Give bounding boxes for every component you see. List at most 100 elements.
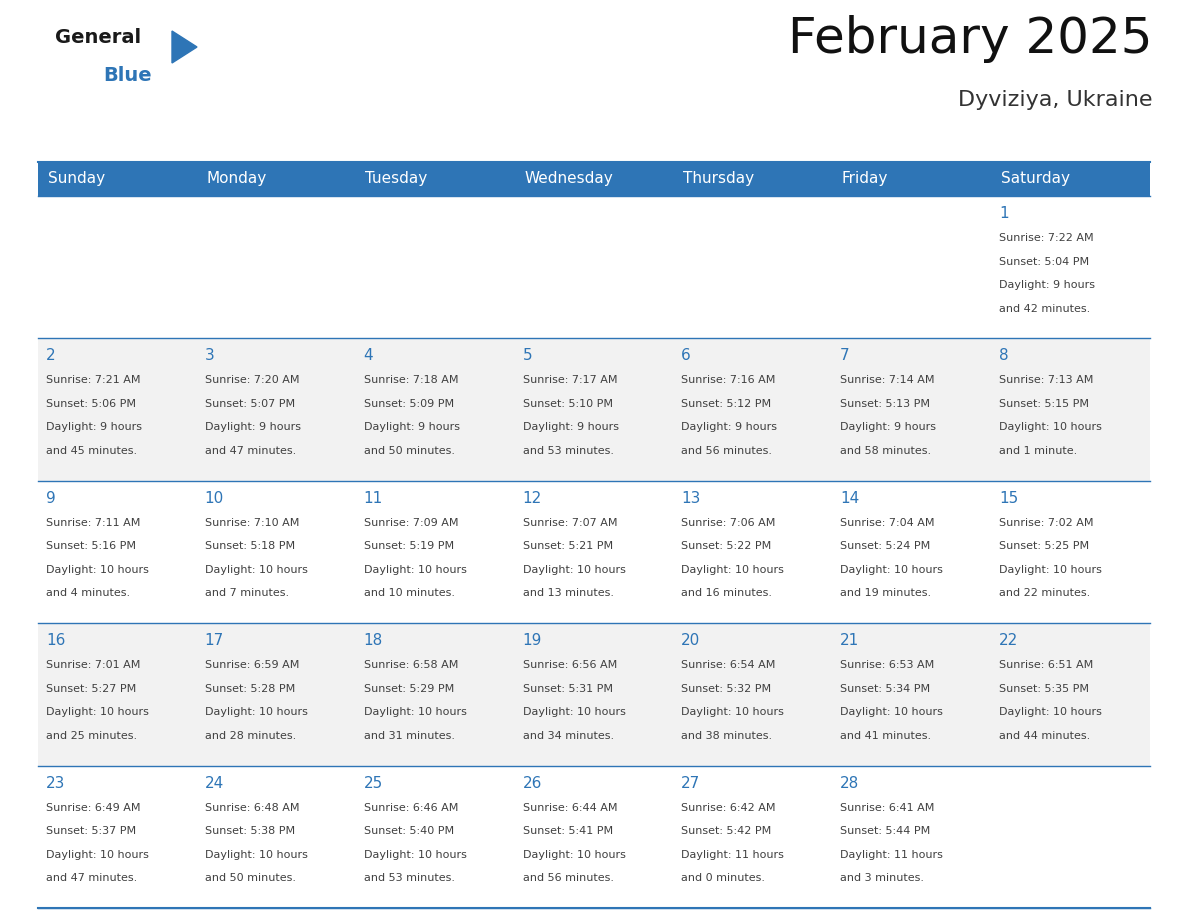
Text: 20: 20: [682, 633, 701, 648]
Bar: [833, 481, 991, 623]
Text: Sunset: 5:37 PM: Sunset: 5:37 PM: [46, 826, 137, 836]
Bar: [674, 766, 833, 908]
Bar: [355, 339, 514, 481]
Text: and 4 minutes.: and 4 minutes.: [46, 588, 129, 599]
Text: and 56 minutes.: and 56 minutes.: [682, 446, 772, 456]
Text: and 10 minutes.: and 10 minutes.: [364, 588, 455, 599]
Text: Sunset: 5:07 PM: Sunset: 5:07 PM: [204, 399, 295, 409]
Text: 9: 9: [46, 491, 56, 506]
Text: Daylight: 10 hours: Daylight: 10 hours: [999, 565, 1102, 575]
Bar: [355, 481, 514, 623]
Bar: [514, 481, 674, 623]
Text: 18: 18: [364, 633, 383, 648]
Text: 17: 17: [204, 633, 225, 648]
Text: Sunset: 5:16 PM: Sunset: 5:16 PM: [46, 542, 135, 552]
Bar: [38, 481, 197, 623]
Text: 24: 24: [204, 776, 225, 790]
Bar: [197, 481, 355, 623]
Text: Sunset: 5:10 PM: Sunset: 5:10 PM: [523, 399, 613, 409]
Text: Sunset: 5:35 PM: Sunset: 5:35 PM: [999, 684, 1089, 694]
Bar: [514, 623, 674, 766]
Text: Sunset: 5:25 PM: Sunset: 5:25 PM: [999, 542, 1089, 552]
Text: Sunrise: 7:09 AM: Sunrise: 7:09 AM: [364, 518, 459, 528]
Text: Sunset: 5:18 PM: Sunset: 5:18 PM: [204, 542, 295, 552]
Text: Sunset: 5:31 PM: Sunset: 5:31 PM: [523, 684, 613, 694]
Text: and 44 minutes.: and 44 minutes.: [999, 731, 1091, 741]
Text: Sunrise: 7:16 AM: Sunrise: 7:16 AM: [682, 375, 776, 386]
Text: 22: 22: [999, 633, 1018, 648]
Text: Sunrise: 6:58 AM: Sunrise: 6:58 AM: [364, 660, 459, 670]
Text: and 53 minutes.: and 53 minutes.: [364, 873, 455, 883]
Text: Friday: Friday: [842, 172, 889, 186]
Text: and 22 minutes.: and 22 minutes.: [999, 588, 1091, 599]
Bar: [38, 339, 197, 481]
Text: Sunrise: 7:02 AM: Sunrise: 7:02 AM: [999, 518, 1094, 528]
Text: and 0 minutes.: and 0 minutes.: [682, 873, 765, 883]
Text: Sunset: 5:24 PM: Sunset: 5:24 PM: [840, 542, 930, 552]
Text: Daylight: 10 hours: Daylight: 10 hours: [840, 707, 943, 717]
Text: Sunrise: 6:41 AM: Sunrise: 6:41 AM: [840, 802, 935, 812]
Text: 2: 2: [46, 348, 56, 364]
Text: Wednesday: Wednesday: [524, 172, 613, 186]
Text: and 16 minutes.: and 16 minutes.: [682, 588, 772, 599]
Bar: [674, 162, 833, 196]
Bar: [991, 481, 1150, 623]
Text: 25: 25: [364, 776, 383, 790]
Text: Sunset: 5:04 PM: Sunset: 5:04 PM: [999, 256, 1089, 266]
Text: Daylight: 10 hours: Daylight: 10 hours: [364, 850, 467, 859]
Bar: [991, 766, 1150, 908]
Text: and 1 minute.: and 1 minute.: [999, 446, 1078, 456]
Bar: [38, 162, 197, 196]
Text: Daylight: 10 hours: Daylight: 10 hours: [204, 707, 308, 717]
Text: and 19 minutes.: and 19 minutes.: [840, 588, 931, 599]
Text: Sunrise: 6:56 AM: Sunrise: 6:56 AM: [523, 660, 617, 670]
Text: Daylight: 10 hours: Daylight: 10 hours: [204, 565, 308, 575]
Text: 12: 12: [523, 491, 542, 506]
Text: Sunrise: 7:18 AM: Sunrise: 7:18 AM: [364, 375, 459, 386]
Text: Saturday: Saturday: [1000, 172, 1069, 186]
Text: 15: 15: [999, 491, 1018, 506]
Text: Daylight: 10 hours: Daylight: 10 hours: [204, 850, 308, 859]
Text: and 47 minutes.: and 47 minutes.: [46, 873, 137, 883]
Text: and 56 minutes.: and 56 minutes.: [523, 873, 613, 883]
Text: and 7 minutes.: and 7 minutes.: [204, 588, 289, 599]
Bar: [197, 339, 355, 481]
Text: Sunrise: 7:10 AM: Sunrise: 7:10 AM: [204, 518, 299, 528]
Text: and 45 minutes.: and 45 minutes.: [46, 446, 137, 456]
Bar: [991, 162, 1150, 196]
Text: 26: 26: [523, 776, 542, 790]
Bar: [833, 623, 991, 766]
Text: 1: 1: [999, 206, 1009, 221]
Text: Sunset: 5:06 PM: Sunset: 5:06 PM: [46, 399, 135, 409]
Text: 16: 16: [46, 633, 65, 648]
Text: Sunset: 5:40 PM: Sunset: 5:40 PM: [364, 826, 454, 836]
Bar: [197, 623, 355, 766]
Bar: [355, 162, 514, 196]
Text: 19: 19: [523, 633, 542, 648]
Text: Sunrise: 6:54 AM: Sunrise: 6:54 AM: [682, 660, 776, 670]
Text: Daylight: 10 hours: Daylight: 10 hours: [46, 707, 148, 717]
Text: Daylight: 10 hours: Daylight: 10 hours: [682, 565, 784, 575]
Text: Sunrise: 7:01 AM: Sunrise: 7:01 AM: [46, 660, 140, 670]
Bar: [674, 623, 833, 766]
Text: Sunset: 5:38 PM: Sunset: 5:38 PM: [204, 826, 295, 836]
Text: Sunset: 5:21 PM: Sunset: 5:21 PM: [523, 542, 613, 552]
Bar: [514, 196, 674, 339]
Text: Sunset: 5:34 PM: Sunset: 5:34 PM: [840, 684, 930, 694]
Text: Monday: Monday: [207, 172, 266, 186]
Bar: [991, 196, 1150, 339]
Text: 10: 10: [204, 491, 225, 506]
Bar: [355, 623, 514, 766]
Text: and 34 minutes.: and 34 minutes.: [523, 731, 614, 741]
Text: Sunset: 5:22 PM: Sunset: 5:22 PM: [682, 542, 772, 552]
Text: Sunrise: 7:20 AM: Sunrise: 7:20 AM: [204, 375, 299, 386]
Text: Sunrise: 6:46 AM: Sunrise: 6:46 AM: [364, 802, 459, 812]
Text: Sunset: 5:15 PM: Sunset: 5:15 PM: [999, 399, 1089, 409]
Text: Daylight: 9 hours: Daylight: 9 hours: [682, 422, 777, 432]
Text: Sunset: 5:28 PM: Sunset: 5:28 PM: [204, 684, 295, 694]
Text: Sunset: 5:44 PM: Sunset: 5:44 PM: [840, 826, 930, 836]
Text: Sunset: 5:09 PM: Sunset: 5:09 PM: [364, 399, 454, 409]
Text: and 53 minutes.: and 53 minutes.: [523, 446, 613, 456]
Text: and 50 minutes.: and 50 minutes.: [204, 873, 296, 883]
Bar: [38, 196, 197, 339]
